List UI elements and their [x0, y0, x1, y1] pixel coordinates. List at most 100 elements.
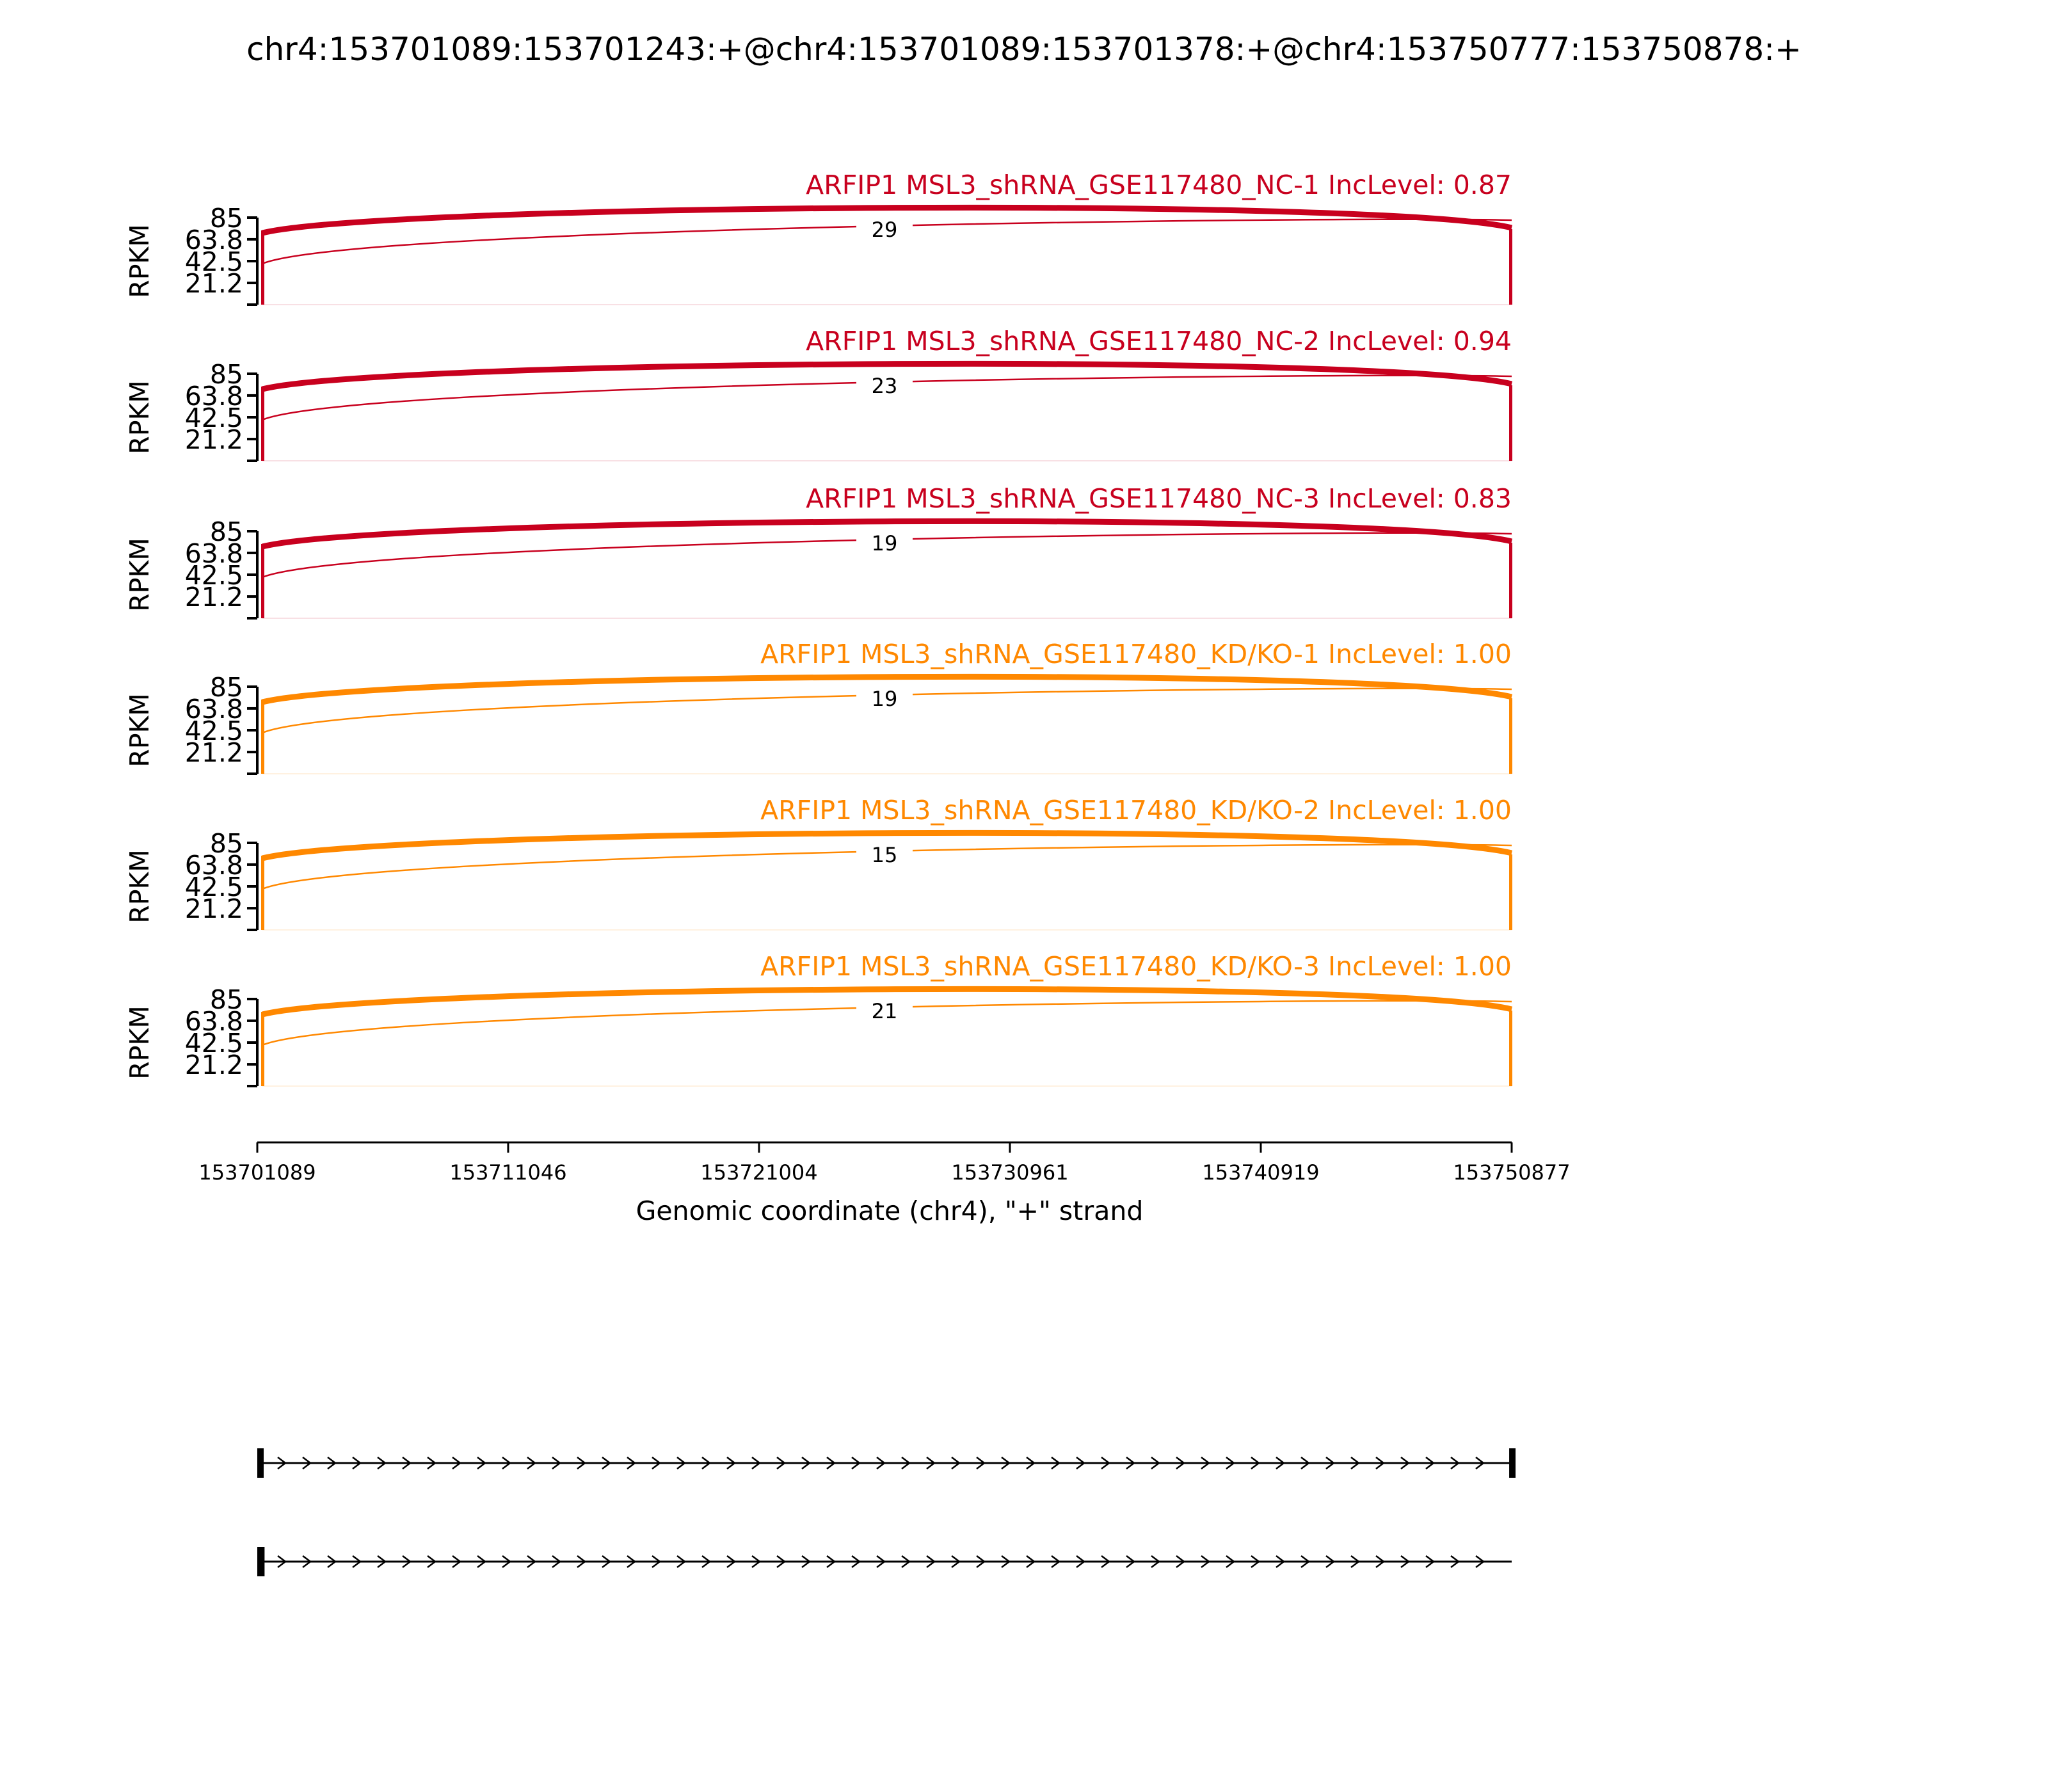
x-axis: 153701089 153711046 153721004 153730961 1537… — [198, 1141, 1571, 1185]
strand-arrow-icon — [951, 1555, 961, 1568]
strand-arrow-icon — [801, 1555, 812, 1568]
y-tick-label: 85 — [210, 203, 243, 234]
strand-arrow-icon — [402, 1457, 412, 1469]
y-tick-label: 42.5 — [185, 246, 243, 277]
strand-arrow-icon — [1126, 1555, 1136, 1568]
y-tick-label: 63.8 — [185, 381, 243, 412]
strand-arrow-icon — [1350, 1457, 1361, 1469]
junction-arc-main — [261, 360, 1513, 392]
strand-arrow-icon — [1400, 1555, 1411, 1568]
y-tick-label: 63.8 — [185, 1006, 243, 1037]
y-tick-label: 63.8 — [185, 694, 243, 724]
strand-arrow-icon — [1026, 1457, 1036, 1469]
strand-arrow-icon — [1350, 1555, 1361, 1568]
junction-count-label: 29 — [872, 218, 898, 242]
y-tick-label: 42.5 — [185, 560, 243, 591]
strand-arrow-icon — [1101, 1555, 1111, 1568]
strand-arrow-icon — [1026, 1555, 1036, 1568]
exon-coverage-left — [261, 230, 264, 305]
junction-arc-main — [261, 518, 1513, 550]
strand-arrow-icon — [552, 1555, 562, 1568]
y-axis-label: RPKM — [124, 380, 155, 454]
exon-coverage-left — [261, 1012, 264, 1086]
strand-arrow-icon — [1325, 1457, 1336, 1469]
strand-arrow-icon — [851, 1555, 861, 1568]
track-title: ARFIP1 MSL3_shRNA_GSE117480_KD/KO-2 IncL… — [760, 795, 1512, 826]
strand-arrow-icon — [1450, 1555, 1460, 1568]
strand-arrow-icon — [377, 1457, 387, 1469]
strand-arrow-icon — [976, 1457, 986, 1469]
y-tick-label: 63.8 — [185, 538, 243, 569]
strand-arrow-icon — [1276, 1457, 1286, 1469]
strand-arrow-icon — [577, 1555, 587, 1568]
strand-arrow-icon — [1151, 1555, 1161, 1568]
strand-arrow-icon — [427, 1457, 437, 1469]
strand-arrow-icon — [527, 1457, 537, 1469]
y-tick-label: 21.2 — [185, 582, 243, 612]
y-tick-label: 85 — [210, 984, 243, 1015]
strand-arrow-icon — [1400, 1457, 1411, 1469]
x-tick-label: 153740919 — [1202, 1160, 1319, 1185]
strand-arrow-icon — [502, 1555, 512, 1568]
junction-count-box — [856, 527, 913, 557]
junction-count-label: 21 — [872, 999, 898, 1023]
strand-arrow-icon — [1475, 1555, 1485, 1568]
strand-arrow-icon — [1450, 1457, 1460, 1469]
x-tick-label: 153721004 — [700, 1160, 817, 1185]
strand-arrow-icon — [452, 1555, 462, 1568]
strand-arrow-icon — [676, 1457, 687, 1469]
strand-arrow-icon — [1226, 1555, 1236, 1568]
strand-arrow-icon — [1300, 1555, 1311, 1568]
strand-arrow-icon — [826, 1457, 836, 1469]
strand-arrow-icon — [552, 1457, 562, 1469]
y-axis-label: RPKM — [124, 693, 155, 767]
strand-arrow-icon — [1375, 1457, 1386, 1469]
strand-arrow-icon — [1176, 1457, 1186, 1469]
strand-arrow-icon — [751, 1457, 762, 1469]
strand-arrow-icon — [1051, 1457, 1061, 1469]
strand-arrow-icon — [477, 1457, 487, 1469]
track-title: ARFIP1 MSL3_shRNA_GSE117480_NC-2 IncLeve… — [806, 326, 1512, 356]
strand-arrow-icon — [926, 1457, 936, 1469]
y-tick-label: 85 — [210, 672, 243, 703]
y-tick-label: 21.2 — [185, 893, 243, 924]
strand-arrow-icon — [1475, 1457, 1485, 1469]
strand-arrow-icon — [602, 1555, 612, 1568]
x-tick-label: 153711046 — [449, 1160, 566, 1185]
track-title: ARFIP1 MSL3_shRNA_GSE117480_NC-1 IncLeve… — [806, 170, 1512, 200]
strand-arrow-icon — [1251, 1457, 1261, 1469]
y-tick-label: 21.2 — [185, 737, 243, 768]
strand-arrow-icon — [1201, 1457, 1211, 1469]
strand-arrow-icon — [1001, 1457, 1011, 1469]
strand-arrow-icon — [1300, 1457, 1311, 1469]
y-tick-label: 42.5 — [185, 1028, 243, 1059]
strand-arrow-icon — [851, 1457, 861, 1469]
exon-block — [257, 1547, 265, 1576]
strand-arrow-icon — [1101, 1457, 1111, 1469]
strand-arrow-icon — [1251, 1555, 1261, 1568]
strand-arrow-icon — [1076, 1555, 1086, 1568]
isoform-1 — [257, 1448, 1516, 1478]
strand-arrow-icon — [1176, 1555, 1186, 1568]
exon-coverage-left — [261, 856, 264, 930]
strand-arrow-icon — [1425, 1457, 1436, 1469]
strand-arrow-icon — [976, 1555, 986, 1568]
y-tick-label: 21.2 — [185, 268, 243, 299]
strand-arrow-icon — [502, 1457, 512, 1469]
strand-arrow-icon — [1051, 1555, 1061, 1568]
strand-arrow-icon — [1276, 1555, 1286, 1568]
junction-arc-main — [261, 673, 1513, 705]
strand-arrow-icon — [776, 1555, 787, 1568]
strand-arrow-icon — [901, 1555, 911, 1568]
exon-coverage-right — [1509, 229, 1512, 305]
strand-arrow-icon — [277, 1555, 287, 1568]
strand-arrow-icon — [901, 1457, 911, 1469]
strand-arrow-icon — [726, 1457, 737, 1469]
y-axis-label: RPKM — [124, 224, 155, 298]
strand-arrow-icon — [701, 1555, 712, 1568]
y-tick-label: 63.8 — [185, 850, 243, 881]
strand-arrow-icon — [776, 1457, 787, 1469]
